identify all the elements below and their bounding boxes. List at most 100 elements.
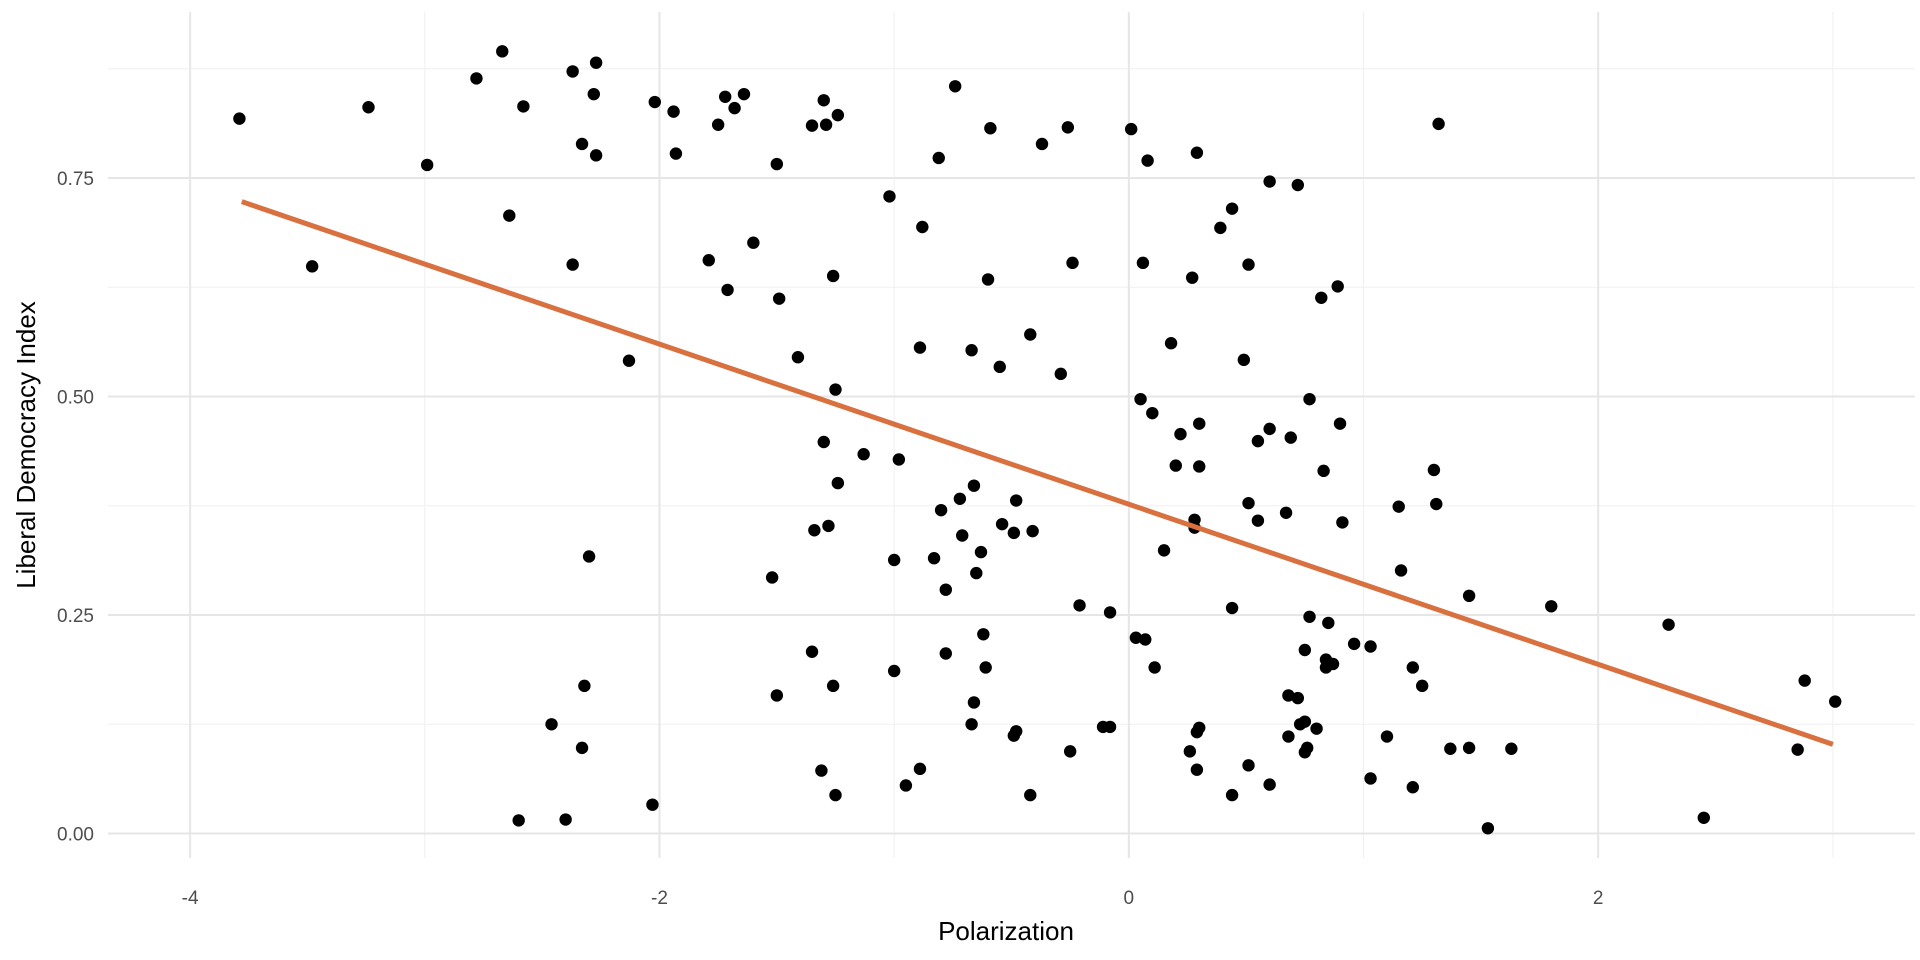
data-point	[857, 448, 870, 461]
data-point	[974, 545, 988, 559]
y-tick-label: 0.50	[57, 388, 94, 409]
data-point	[1225, 601, 1239, 615]
data-point	[1300, 741, 1314, 755]
data-point	[822, 519, 835, 533]
data-point	[1054, 367, 1067, 381]
data-point	[1141, 154, 1154, 167]
data-point	[887, 553, 901, 567]
data-point	[470, 72, 483, 85]
data-point	[791, 351, 805, 364]
data-point	[913, 762, 927, 776]
data-point	[1124, 122, 1138, 136]
data-point	[1009, 725, 1023, 738]
data-point	[1462, 589, 1476, 603]
data-point	[831, 108, 845, 122]
data-point	[305, 260, 319, 273]
data-point	[1146, 406, 1159, 420]
data-point	[1406, 781, 1419, 794]
data-point	[496, 45, 509, 58]
data-point	[1251, 514, 1265, 527]
data-point	[589, 56, 603, 69]
data-point	[805, 119, 819, 132]
data-point	[965, 344, 978, 357]
data-point	[575, 741, 589, 755]
data-point	[1242, 759, 1255, 772]
data-point	[899, 779, 913, 792]
data-point	[1415, 679, 1429, 693]
data-point	[883, 190, 896, 203]
data-point	[1193, 417, 1206, 430]
data-point	[1193, 460, 1206, 473]
data-point	[1298, 715, 1312, 728]
data-point	[887, 664, 901, 678]
data-point	[1134, 392, 1147, 406]
data-point	[829, 383, 842, 396]
data-point	[765, 571, 779, 584]
data-point	[1394, 564, 1408, 577]
data-point	[1662, 618, 1675, 631]
y-axis-ticks: 0.00 0.25 0.50 0.75	[57, 169, 94, 845]
data-point	[1315, 291, 1328, 304]
data-point	[1026, 524, 1039, 538]
data-point	[916, 220, 929, 234]
data-point	[1263, 175, 1276, 188]
data-point	[566, 65, 579, 78]
data-point	[1333, 417, 1347, 430]
data-point	[1009, 494, 1023, 507]
data-point	[420, 158, 434, 172]
x-tick-label: -4	[182, 888, 199, 909]
y-tick-label: 0.25	[57, 606, 94, 627]
data-point	[817, 435, 830, 449]
data-point	[1035, 137, 1049, 151]
data-point	[1225, 202, 1239, 215]
trend-line	[240, 199, 1834, 747]
minor-gridlines	[108, 12, 1915, 858]
data-point	[1186, 271, 1199, 284]
data-points	[233, 45, 1842, 835]
data-point	[1190, 146, 1204, 159]
data-point	[728, 101, 741, 115]
data-point	[953, 492, 967, 505]
data-point	[981, 273, 995, 286]
data-point	[575, 137, 589, 151]
data-point	[965, 718, 978, 731]
data-point	[646, 798, 659, 811]
x-axis-title: Polarization	[938, 916, 1074, 946]
data-point	[1798, 674, 1811, 687]
data-point	[1061, 121, 1075, 134]
data-point	[1697, 811, 1710, 824]
data-point	[1193, 721, 1206, 734]
data-point	[1298, 643, 1312, 657]
data-point	[1326, 657, 1340, 671]
data-point	[829, 788, 842, 802]
data-point	[1505, 742, 1518, 755]
data-point	[1174, 427, 1187, 441]
data-point	[1169, 459, 1182, 472]
data-point	[669, 147, 683, 160]
data-point	[1136, 256, 1150, 270]
data-point	[1310, 722, 1323, 735]
data-point	[1336, 516, 1349, 529]
data-point	[1103, 606, 1117, 619]
data-point	[1406, 661, 1419, 674]
data-point	[1392, 500, 1405, 513]
data-point	[1242, 258, 1255, 271]
y-tick-label: 0.75	[57, 169, 94, 190]
data-point	[934, 503, 948, 517]
data-point	[1317, 464, 1330, 478]
data-point	[1322, 616, 1335, 630]
data-point	[1183, 745, 1197, 758]
data-point	[1073, 599, 1086, 612]
data-point	[1481, 822, 1495, 835]
data-point	[984, 122, 997, 135]
data-point	[512, 814, 525, 827]
data-point	[1157, 544, 1171, 557]
data-point	[932, 151, 945, 165]
data-point	[967, 696, 981, 709]
data-point	[503, 209, 516, 222]
data-point	[1263, 778, 1276, 791]
data-point	[1380, 730, 1394, 743]
y-tick-label: 0.00	[57, 825, 94, 846]
data-point	[993, 360, 1006, 374]
